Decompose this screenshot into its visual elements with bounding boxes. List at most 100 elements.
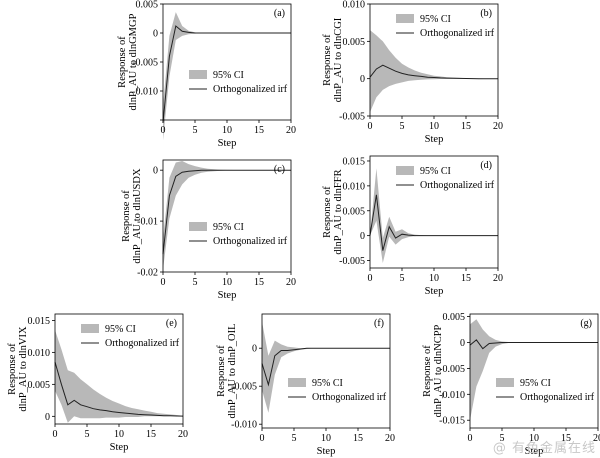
- y-axis-label: Response of: [322, 34, 333, 86]
- x-tick-label: 20: [493, 273, 503, 284]
- legend-irf-label: Orthogonalized irf: [213, 236, 288, 247]
- legend-ci-swatch: [189, 70, 207, 79]
- x-tick-label: 15: [254, 125, 264, 136]
- x-axis-label: Step: [110, 442, 129, 453]
- irf-line-a: [162, 25, 291, 123]
- y-axis-label: Response of: [121, 190, 132, 242]
- x-axis-label: Step: [425, 286, 444, 297]
- legend-irf-label: Orthogonalized irf: [420, 180, 495, 191]
- panel-a: 0 5 10 15 20 -0.010 -0.005 0 0.005 Step Response o…: [117, 0, 296, 149]
- legend-ci-swatch: [288, 378, 306, 387]
- y-tick-label: 0.005: [343, 37, 366, 48]
- x-tick-label: 20: [593, 433, 600, 444]
- plot-frame-g: [469, 313, 599, 429]
- y-tick-label: -0.005: [132, 58, 158, 69]
- legend-ci-label: 95% CI: [213, 70, 244, 81]
- legend-ci-swatch: [396, 166, 414, 175]
- x-tick-label: 5: [400, 121, 405, 132]
- y-tick-label: -0.01: [137, 217, 158, 228]
- panel-label-b: (b): [480, 8, 492, 19]
- ci-band-a: [163, 12, 291, 141]
- x-tick-label: 5: [292, 433, 297, 444]
- x-tick-label: 5: [193, 277, 198, 288]
- x-tick-label: 0: [468, 433, 473, 444]
- x-tick-label: 10: [529, 433, 539, 444]
- legend-irf-label: Orthogonalized irf: [105, 338, 180, 349]
- x-tick-label: 15: [146, 429, 156, 440]
- y-tick-label: -0.005: [339, 112, 365, 123]
- y-axis-label: dlnP_AU to dlnP_OIL: [227, 323, 238, 418]
- legend-ci-swatch: [81, 324, 99, 333]
- y-tick-label: -0.02: [137, 268, 158, 279]
- y-tick-label: 0.005: [343, 206, 366, 217]
- x-tick-label: 10: [114, 429, 124, 440]
- x-tick-label: 0: [161, 277, 166, 288]
- x-tick-label: 10: [222, 125, 232, 136]
- legend-ci-label: 95% CI: [105, 324, 136, 335]
- y-tick-label: 0.010: [343, 181, 366, 192]
- y-tick-label: 0: [252, 344, 257, 355]
- x-tick-label: 20: [385, 433, 395, 444]
- x-tick-label: 10: [321, 433, 331, 444]
- panel-e: 0 5 10 15 20 0 0.005 0.010 0.015 Step Response of d…: [7, 313, 188, 453]
- y-tick-label: -0.005: [231, 382, 257, 393]
- plot-frame-f: [261, 313, 391, 429]
- x-tick-label: 0: [53, 429, 58, 440]
- ci-band-g: [470, 319, 598, 421]
- panel-d: 0 5 10 15 20-0.00500.0050.0100.015StepRespon…: [322, 155, 503, 297]
- x-tick-label: 0: [368, 121, 373, 132]
- irf-line-b: [369, 64, 498, 80]
- x-tick-label: 5: [500, 433, 505, 444]
- legend-ci-swatch: [189, 222, 207, 231]
- watermark-text: @ 有色金属在线: [492, 441, 596, 456]
- x-tick-label: 10: [429, 273, 439, 284]
- panel-f: 0 5 10 15 20 -0.010 -0.005 0 Step Response of dlnP…: [216, 313, 395, 457]
- ci-band-c: [163, 161, 291, 270]
- panel-label-g: (g): [580, 318, 592, 329]
- y-tick-label: 0: [45, 412, 50, 423]
- y-axis-label: Response of: [117, 36, 128, 88]
- legend-ci-label: 95% CI: [213, 222, 244, 233]
- x-tick-label: 20: [493, 121, 503, 132]
- y-tick-label: 0.005: [28, 380, 51, 391]
- x-tick-label: 0: [161, 125, 166, 136]
- y-axis-label: dlnP_AU to dlnNCPP: [433, 324, 444, 417]
- y-tick-label: 0: [460, 338, 465, 349]
- irf-line-c: [162, 169, 291, 255]
- y-tick-label: -0.010: [231, 420, 257, 431]
- y-tick-label: 0.010: [28, 348, 51, 359]
- legend-ci-label: 95% CI: [420, 166, 451, 177]
- irf-line-g: [469, 339, 598, 350]
- legend-irf-label: Orthogonalized irf: [213, 84, 288, 95]
- y-tick-label: -0.010: [439, 390, 465, 401]
- y-tick-label: 0.010: [343, 0, 366, 11]
- irf-line-d: [369, 194, 498, 251]
- legend-irf-label: Orthogonalized irf: [520, 392, 595, 403]
- ci-band-d: [370, 168, 498, 263]
- legend-ci-swatch: [396, 14, 414, 23]
- x-tick-label: 20: [286, 277, 296, 288]
- x-axis-label: Step: [525, 446, 544, 457]
- x-tick-label: 0: [368, 273, 373, 284]
- legend-irf-label: Orthogonalized irf: [312, 392, 387, 403]
- panel-label-e: (e): [166, 318, 177, 329]
- x-tick-label: 10: [429, 121, 439, 132]
- ci-band-e: [55, 330, 183, 423]
- y-axis-label: dlnP_AU to dlnFFR: [333, 169, 344, 254]
- legend-ci-label: 95% CI: [420, 14, 451, 25]
- legend-ci-swatch: [496, 378, 514, 387]
- x-tick-label: 5: [193, 125, 198, 136]
- y-axis-label: dlnP_AU to dlnUSDX: [132, 168, 143, 264]
- y-tick-label: 0.005: [136, 0, 159, 11]
- y-axis-label: Response of: [7, 343, 18, 395]
- x-axis-label: Step: [218, 138, 237, 149]
- irf-line-e: [54, 361, 184, 417]
- y-tick-label: 0: [360, 231, 365, 242]
- ci-band-b: [370, 30, 498, 113]
- y-tick-label: 0.005: [443, 312, 466, 323]
- x-tick-label: 0: [260, 433, 265, 444]
- panel-label-f: (f): [374, 318, 384, 329]
- x-tick-label: 5: [400, 273, 405, 284]
- x-tick-label: 15: [461, 121, 471, 132]
